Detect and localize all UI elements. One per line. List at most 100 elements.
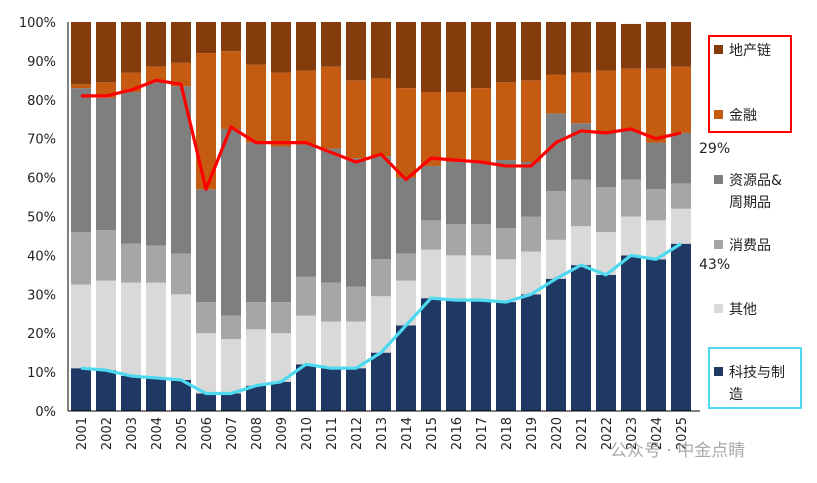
bar-2005-s1 [171,294,191,380]
bar-2008-s5 [246,22,266,65]
bar-2013-s3 [371,156,391,260]
bar-2006-s1 [196,333,216,394]
bar-2010-s2 [296,276,316,316]
y-tick-10: 100% [19,16,56,31]
bar-2009-s1 [271,333,291,382]
bar-2008-s3 [246,142,266,303]
bar-2011-s2 [321,282,341,322]
bar-2017-s4 [471,88,491,163]
y-tick-4: 40% [27,249,56,264]
x-tick-2008: 2008 [250,417,265,450]
bar-2011-s3 [321,148,341,283]
bar-2005-s4 [171,62,191,87]
bar-2002-s5 [96,22,116,83]
x-tick-2016: 2016 [450,417,465,450]
x-tick-2003: 2003 [125,417,140,450]
bar-2002-s1 [96,280,116,371]
x-tick-2004: 2004 [150,417,165,450]
bar-2006-s4 [196,53,216,190]
bar-2005-s0 [171,379,191,411]
legend-label-s1: 其他 [729,302,757,318]
bar-2012-s5 [346,22,366,81]
bar-2013-s5 [371,22,391,79]
bar-2007-s4 [221,51,241,129]
series-line-1 [80,242,682,396]
y-tick-6: 60% [27,172,56,187]
legend-swatch-s2 [714,240,723,249]
bars-layer [71,22,691,411]
watermark: 公众号 · 中金点睛 [610,441,745,461]
bar-2021-s1 [571,226,591,266]
bar-2015-s4 [421,92,441,166]
legend-label-s4: 金融 [729,108,757,124]
bar-2015-s5 [421,22,441,93]
x-tick-2020: 2020 [550,417,565,450]
bar-2007-s2 [221,315,241,340]
x-tick-2007: 2007 [225,417,240,450]
bar-2019-s3 [521,162,541,217]
bar-2024-s1 [646,220,666,260]
bar-2019-s1 [521,251,541,295]
bar-2019-s0 [521,294,541,411]
bar-2003-s1 [121,282,141,376]
bar-2023-s2 [621,179,641,217]
bar-2016-s4 [446,92,466,163]
bar-2018-s5 [496,22,516,83]
bar-2021-s4 [571,72,591,124]
bar-2006-s3 [196,189,216,303]
x-tick-2021: 2021 [575,417,590,450]
bar-2021-s2 [571,179,591,227]
bar-2008-s2 [246,302,266,330]
x-tick-2023: 2023 [625,417,640,450]
bar-2023-s4 [621,68,641,131]
x-tick-2010: 2010 [300,417,315,450]
bar-2013-s1 [371,296,391,353]
bar-2006-s2 [196,302,216,334]
bar-2016-s0 [446,300,466,411]
bar-2024-s2 [646,189,666,221]
legend-label-s5: 地产链 [729,43,771,59]
bar-2010-s0 [296,364,316,411]
x-tick-2005: 2005 [175,417,190,450]
annotation-cyan-end: 43% [699,257,730,273]
bar-2017-s5 [471,22,491,89]
bar-2022-s0 [596,274,616,411]
bar-2024-s3 [646,142,666,190]
x-tick-2001: 2001 [75,417,90,450]
bar-2014-s4 [396,88,416,178]
bar-2003-s2 [121,243,141,283]
bar-2010-s3 [296,144,316,277]
bar-2020-s2 [546,191,566,240]
series-line-0 [81,78,682,191]
bar-2016-s3 [446,162,466,225]
bar-2024-s5 [646,22,666,69]
x-tick-2012: 2012 [350,417,365,450]
bar-2020-s1 [546,239,566,279]
y-tick-5: 50% [27,211,56,226]
bar-2023-s3 [621,130,641,180]
x-tick-2019: 2019 [525,417,540,450]
bar-2015-s2 [421,220,441,250]
bar-2004-s5 [146,22,166,67]
bar-2004-s3 [146,82,166,246]
bar-2025-s3 [671,132,691,184]
lines-layer [80,78,682,396]
x-tick-2006: 2006 [200,417,215,450]
bar-2011-s1 [321,321,341,369]
bar-2018-s0 [496,302,516,411]
bar-2008-s0 [246,385,266,411]
x-tick-2009: 2009 [275,417,290,450]
bar-2016-s5 [446,22,466,93]
bar-2025-s4 [671,66,691,133]
bar-2002-s0 [96,370,116,411]
bar-2011-s0 [321,368,341,411]
bar-2018-s1 [496,259,516,303]
bar-2010-s1 [296,315,316,365]
bar-2012-s4 [346,80,366,159]
bar-2007-s1 [221,339,241,394]
bar-2013-s2 [371,259,391,297]
y-tick-2: 20% [27,327,56,342]
bar-2007-s0 [221,393,241,411]
y-tick-7: 70% [27,133,56,148]
